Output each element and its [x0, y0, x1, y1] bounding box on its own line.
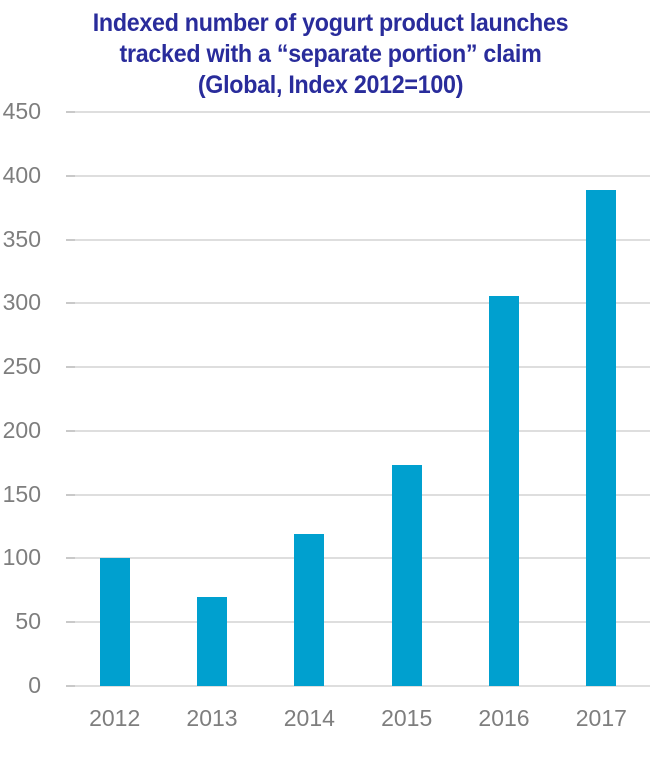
bar-2017: [586, 189, 617, 686]
x-axis-label-2014: 2014: [283, 705, 335, 731]
bar-2013: [197, 596, 227, 686]
chart-title: Indexed number of yogurt product launche…: [23, 8, 638, 101]
x-axis-label-2016: 2016: [478, 705, 530, 731]
gridline: [66, 429, 650, 432]
y-axis-tick-label: 300: [2, 289, 41, 316]
y-axis-tick-label: 50: [15, 608, 41, 635]
gridline: [66, 557, 650, 560]
y-axis-tick: [66, 493, 75, 496]
gridline: [66, 111, 650, 113]
x-axis-label-2013: 2013: [186, 705, 238, 731]
y-axis-tick: [66, 366, 75, 369]
y-axis-tick-label: 250: [2, 353, 41, 380]
y-axis-tick: [66, 621, 75, 624]
y-axis-tick-label: 100: [2, 544, 41, 571]
bar-2015: [391, 465, 422, 686]
x-axis-label-2017: 2017: [575, 705, 627, 731]
y-axis-tick: [66, 174, 75, 177]
x-axis-line: [66, 685, 650, 687]
bar-2012: [99, 558, 130, 686]
y-axis-tick: [66, 111, 75, 113]
chart-title-line-2: tracked with a “separate portion” claim: [119, 40, 542, 68]
y-axis-tick: [66, 302, 75, 305]
y-axis-tick-label: 450: [2, 97, 41, 124]
y-axis-tick: [66, 429, 75, 432]
bar-2016: [489, 295, 519, 686]
plot-area: 0 50 100 150 200 250 300 350 400 450 2012 2013 2014 2…: [3, 98, 650, 731]
gridline: [66, 302, 650, 305]
gridline: [66, 621, 650, 624]
y-axis-tick: [66, 685, 75, 687]
y-axis-tick: [66, 238, 75, 241]
y-axis-tick: [66, 557, 75, 560]
bar-2014: [294, 534, 325, 686]
gridline: [66, 238, 650, 241]
y-axis-tick-label: 0: [28, 671, 41, 698]
x-axis-label-2012: 2012: [89, 705, 141, 731]
y-axis-tick-label: 150: [2, 480, 41, 507]
y-axis-tick-label: 200: [2, 416, 41, 443]
y-axis-tick-label: 350: [2, 225, 41, 252]
chart-title-line-1: Indexed number of yogurt product launche…: [92, 9, 569, 37]
y-axis-tick-label: 400: [2, 161, 41, 188]
chart-title-line-3: (Global, Index 2012=100): [197, 71, 464, 99]
gridline: [66, 174, 650, 177]
gridline: [66, 493, 650, 496]
gridline: [66, 366, 650, 369]
x-axis-label-2015: 2015: [381, 705, 433, 731]
